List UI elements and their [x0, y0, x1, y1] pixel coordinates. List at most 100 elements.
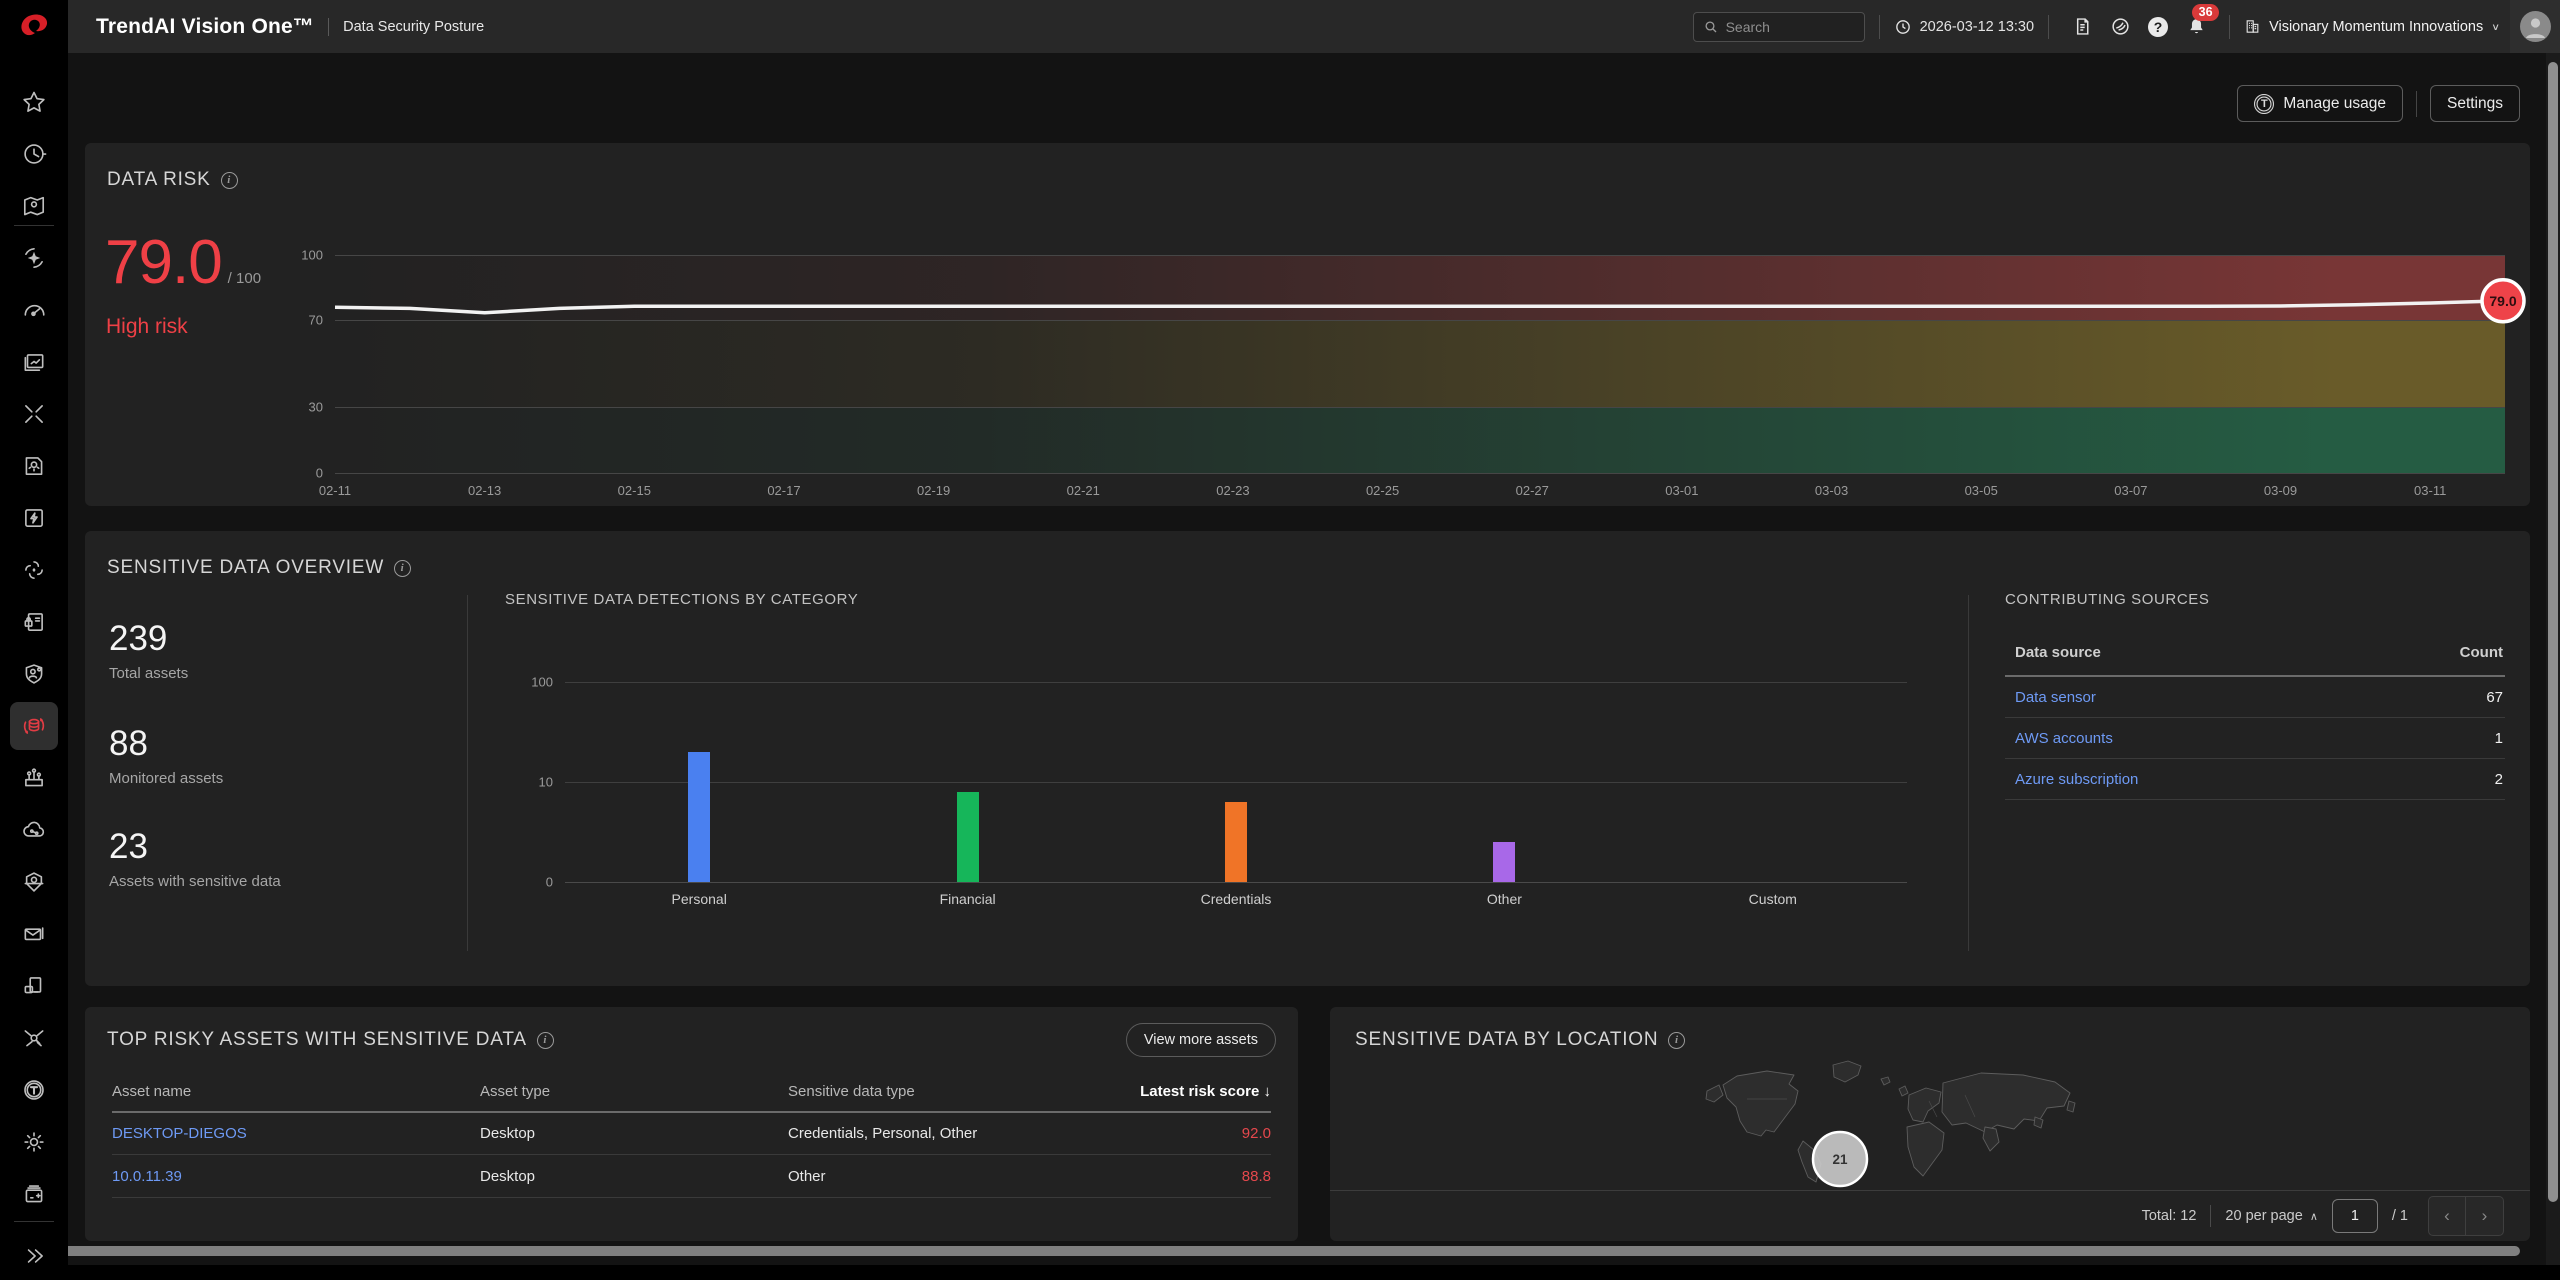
map-iceland	[1881, 1077, 1890, 1085]
sidebar-item-cloud-security[interactable]	[10, 806, 58, 854]
x-tick-label: 02-23	[1216, 483, 1249, 498]
manage-usage-button[interactable]: T Manage usage	[2237, 85, 2403, 122]
horizontal-scrollbar[interactable]	[62, 1246, 2520, 1256]
bar-category-label: Other	[1487, 891, 1522, 907]
page-number-input[interactable]	[2332, 1199, 2378, 1233]
sidebar-item-gauge[interactable]	[10, 286, 58, 334]
sidebar-item-account-shield[interactable]	[10, 650, 58, 698]
bar-category-label: Financial	[940, 891, 996, 907]
help-button[interactable]: ?	[2139, 8, 2177, 46]
vertical-scrollbar[interactable]	[2548, 62, 2558, 1202]
sidebar-item-insights[interactable]	[10, 442, 58, 490]
sidebar-item-xdr[interactable]	[10, 390, 58, 438]
divider	[2210, 1205, 2211, 1227]
sensitive-data-type-cell: Other	[788, 1168, 1121, 1185]
sidebar-item-network-analysis[interactable]	[10, 1014, 58, 1062]
sidebar-item-console[interactable]	[10, 1170, 58, 1218]
sidebar-item-devices[interactable]	[10, 962, 58, 1010]
x-tick-label: 03-05	[1965, 483, 1998, 498]
sidebar-item-automation[interactable]	[10, 494, 58, 542]
sidebar-item-identity-card[interactable]	[10, 598, 58, 646]
sidebar-item-email-security[interactable]	[10, 910, 58, 958]
col-latest-risk-score[interactable]: Latest risk score ↓	[1121, 1083, 1271, 1100]
info-icon[interactable]: i	[221, 172, 238, 189]
map-india	[1983, 1127, 1999, 1151]
sidebar-item-ai-sparkle[interactable]	[10, 234, 58, 282]
email-security-icon	[21, 921, 47, 947]
sidebar-item-reports[interactable]	[10, 338, 58, 386]
info-icon[interactable]: i	[394, 560, 411, 577]
divider	[1879, 15, 1880, 39]
automation-icon	[21, 505, 47, 531]
asset-type-cell: Desktop	[480, 1168, 788, 1185]
stat-value: 88	[109, 724, 281, 764]
map-asia	[1942, 1073, 2070, 1132]
sidebar-item-trend-t[interactable]	[10, 1066, 58, 1114]
trend-swoosh-icon	[17, 12, 51, 42]
source-link[interactable]: Azure subscription	[2015, 771, 2138, 788]
bar-financial	[957, 792, 979, 882]
asset-type-cell: Desktop	[480, 1125, 788, 1142]
insights-icon	[21, 453, 47, 479]
sidebar-item-star[interactable]	[10, 78, 58, 126]
attack-surface-icon	[21, 765, 47, 791]
business-selector[interactable]: Visionary Momentum Innovations ∨	[2244, 18, 2500, 35]
x-tick-label: 02-21	[1067, 483, 1100, 498]
sidebar-nav	[0, 53, 68, 1265]
info-icon[interactable]: i	[537, 1032, 554, 1049]
x-tick-label: 03-01	[1665, 483, 1698, 498]
asset-name-link[interactable]: DESKTOP-DIEGOS	[112, 1125, 247, 1142]
sidebar-item-data-security[interactable]	[10, 702, 58, 750]
search-input[interactable]	[1726, 19, 1846, 35]
news-button[interactable]	[2063, 8, 2101, 46]
source-link[interactable]: Data sensor	[2015, 689, 2096, 706]
divider	[2048, 15, 2049, 39]
info-icon[interactable]: i	[1668, 1032, 1685, 1049]
per-page-selector[interactable]: 20 per page ∧	[2225, 1208, 2317, 1224]
map-north-america	[1723, 1071, 1798, 1136]
notifications-button[interactable]: 36	[2177, 8, 2215, 46]
chevron-down-icon: ∨	[2491, 21, 2500, 32]
xdr-icon	[21, 401, 47, 427]
sidebar-item-integrations[interactable]	[10, 546, 58, 594]
help-icon: ?	[2148, 17, 2168, 37]
sidebar-item-asset-map[interactable]	[10, 182, 58, 230]
source-row: Azure subscription 2	[2005, 759, 2505, 800]
source-link[interactable]: AWS accounts	[2015, 730, 2113, 747]
integrations-icon	[21, 557, 47, 583]
global-search[interactable]	[1693, 12, 1865, 42]
sidebar-item-settings-gear[interactable]	[10, 1118, 58, 1166]
col-asset-name: Asset name	[112, 1083, 480, 1100]
risk-trend-line	[335, 301, 2505, 313]
x-tick-label: 03-09	[2264, 483, 2297, 498]
sidebar-item-shield-hex[interactable]	[10, 858, 58, 906]
asset-name-link[interactable]: 10.0.11.39	[112, 1168, 182, 1185]
companion-button[interactable]	[2101, 8, 2139, 46]
sidebar-item-attack-surface[interactable]	[10, 754, 58, 802]
datetime-label: 2026-03-12 13:30	[1920, 19, 2035, 35]
view-more-assets-button[interactable]: View more assets	[1126, 1023, 1276, 1057]
page-subtitle: Data Security Posture	[328, 18, 484, 36]
map-europe	[1908, 1088, 1941, 1122]
sidebar-divider	[14, 225, 54, 226]
sidebar-item-history[interactable]	[10, 130, 58, 178]
sidebar-item-expand[interactable]	[10, 1232, 58, 1280]
risk-level-label: High risk	[106, 315, 188, 339]
settings-gear-icon	[21, 1129, 47, 1155]
credits-icon: T	[2254, 94, 2274, 114]
settings-button[interactable]: Settings	[2430, 85, 2520, 122]
company-icon	[2244, 18, 2261, 35]
account-button[interactable]	[2510, 0, 2560, 53]
x-tick-label: 02-11	[319, 483, 351, 498]
source-count: 2	[2495, 771, 2503, 788]
gridline-0: 0	[335, 473, 2505, 474]
map-alaska	[1706, 1085, 1723, 1102]
prev-page-button[interactable]: ‹	[2428, 1196, 2466, 1236]
trend-logo[interactable]	[0, 0, 68, 53]
x-tick-label: 02-17	[767, 483, 800, 498]
map-greenland	[1833, 1061, 1861, 1082]
location-bubble[interactable]: 21	[1813, 1132, 1867, 1186]
location-title: SENSITIVE DATA BY LOCATION	[1355, 1029, 1658, 1051]
next-page-button[interactable]: ›	[2466, 1196, 2504, 1236]
console-time: 2026-03-12 13:30	[1894, 18, 2035, 36]
